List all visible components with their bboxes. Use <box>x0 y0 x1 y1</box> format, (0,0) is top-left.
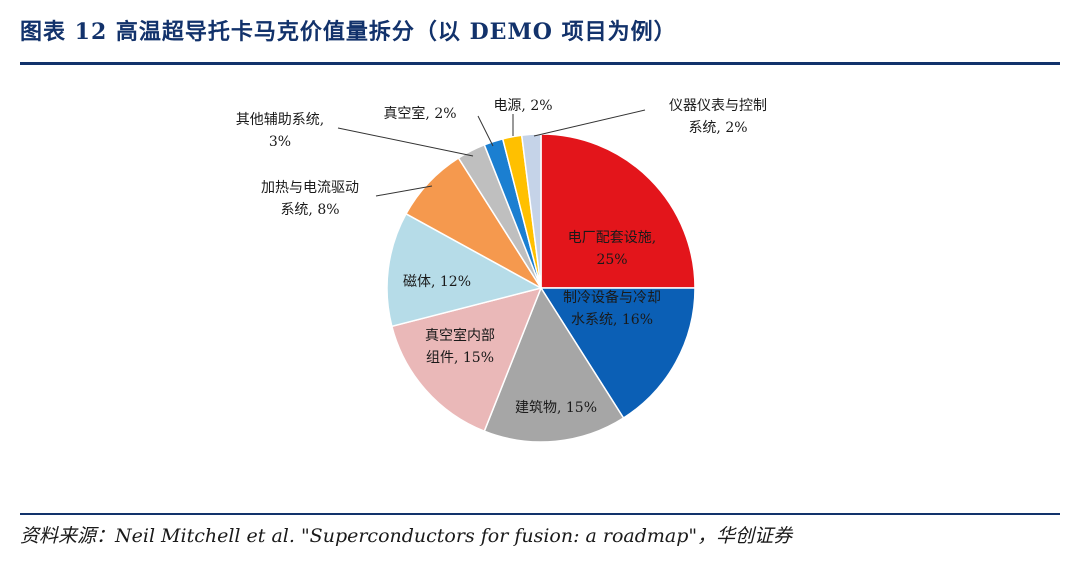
pie-slice <box>390 286 543 433</box>
pie-slice <box>386 212 544 328</box>
slice-label: 电厂配套设施, 25% <box>568 230 656 268</box>
slice-label: 仪器仪表与控制系统, 2% <box>669 98 767 136</box>
slice-label: 建筑物, 15% <box>515 400 597 416</box>
slice-label: 磁体, 12% <box>403 274 471 290</box>
pie-slice <box>540 133 696 289</box>
pie-slice <box>539 287 696 420</box>
leader-line <box>533 109 646 137</box>
slice-label: 加热与电流驱动系统, 8% <box>261 180 359 218</box>
slice-label: 真空室内部组件, 15% <box>425 327 495 366</box>
leader-line <box>337 127 474 157</box>
leader-line <box>477 115 494 147</box>
slice-label: 其他辅助系统, 3% <box>236 112 324 150</box>
pie-slice <box>483 286 625 443</box>
chart-title: 图表 12 高温超导托卡马克价值量拆分（以 DEMO 项目为例） <box>20 19 677 45</box>
slice-label: 真空室, 2% <box>383 105 456 122</box>
leader-line <box>375 185 433 197</box>
source-note: 资料来源：Neil Mitchell et al. "Superconducto… <box>20 525 793 547</box>
pie-chart: 电厂配套设施, 25% 制冷设备与冷却水系统, 16% 建筑物, 15% 真空室内部组件… <box>236 98 767 443</box>
slice-label: 电源, 2% <box>493 98 552 114</box>
footer-divider <box>20 513 1060 515</box>
title-divider <box>20 62 1060 65</box>
slice-label: 制冷设备与冷却水系统, 16% <box>563 289 661 328</box>
